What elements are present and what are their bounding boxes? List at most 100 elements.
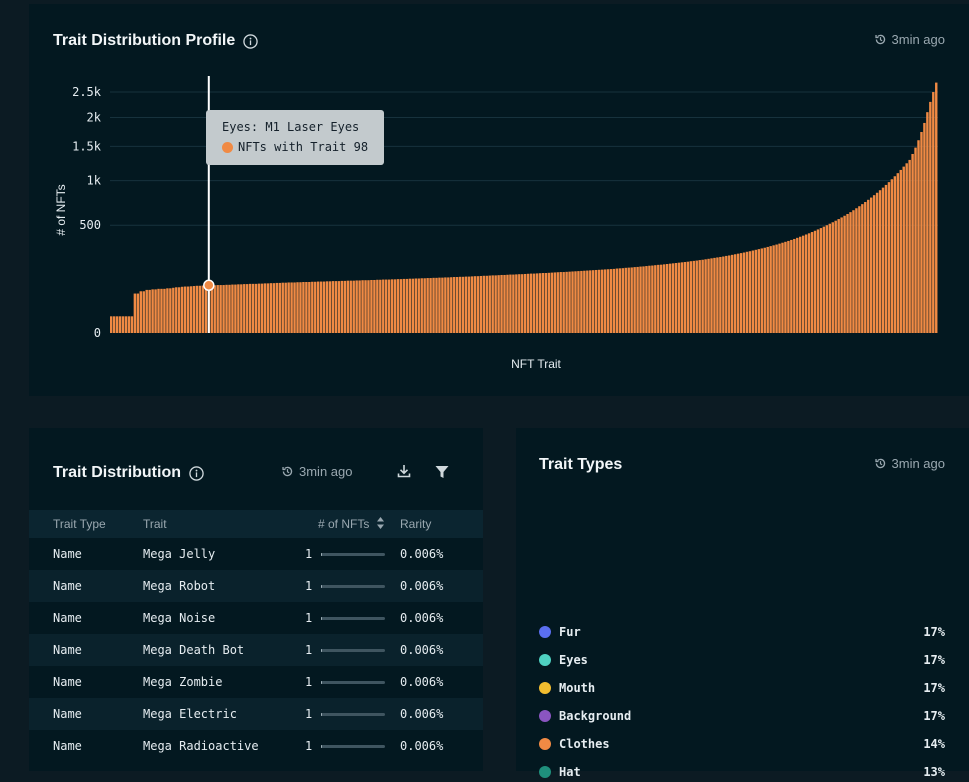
trait-bar[interactable]	[748, 251, 752, 333]
trait-bar[interactable]	[713, 257, 716, 333]
trait-bar[interactable]	[485, 275, 488, 333]
trait-bar[interactable]	[831, 222, 834, 333]
trait-bar[interactable]	[630, 267, 633, 333]
trait-bar[interactable]	[112, 316, 116, 333]
trait-bar[interactable]	[110, 316, 113, 333]
trait-bar[interactable]	[387, 279, 391, 333]
trait-bar[interactable]	[494, 275, 497, 333]
trait-bar[interactable]	[642, 266, 645, 333]
trait-bar[interactable]	[293, 282, 296, 333]
trait-bar[interactable]	[367, 280, 370, 333]
trait-bar[interactable]	[175, 287, 178, 333]
trait-bar[interactable]	[447, 277, 450, 333]
trait-bar[interactable]	[411, 278, 415, 333]
trait-bar[interactable]	[899, 169, 902, 333]
trait-bar[interactable]	[195, 285, 199, 333]
trait-bar[interactable]	[423, 278, 426, 333]
trait-bar[interactable]	[503, 274, 506, 333]
trait-bar[interactable]	[837, 219, 840, 333]
trait-bar[interactable]	[562, 272, 565, 333]
trait-bar[interactable]	[148, 289, 151, 333]
trait-bar[interactable]	[547, 272, 551, 333]
trait-bar[interactable]	[355, 280, 358, 333]
trait-bar[interactable]	[461, 276, 465, 333]
trait-bar[interactable]	[636, 266, 639, 333]
trait-bar[interactable]	[929, 101, 932, 333]
trait-bar[interactable]	[278, 282, 281, 333]
column-trait-type[interactable]: Trait Type	[53, 517, 106, 531]
trait-profile-chart[interactable]: 0 500 1k 1.5k 2k 2.5k NFT Trait # of NFTs	[29, 4, 969, 396]
trait-bar[interactable]	[875, 192, 879, 333]
trait-bar[interactable]	[183, 286, 187, 333]
trait-bar[interactable]	[896, 173, 900, 333]
trait-bar[interactable]	[438, 277, 441, 333]
trait-bar[interactable]	[861, 204, 864, 333]
trait-bar[interactable]	[139, 291, 142, 333]
trait-bar[interactable]	[136, 293, 140, 333]
trait-bar[interactable]	[701, 259, 704, 333]
trait-bar[interactable]	[594, 269, 598, 333]
trait-bar[interactable]	[275, 282, 279, 333]
trait-bar[interactable]	[518, 274, 521, 333]
trait-bar[interactable]	[254, 283, 258, 333]
trait-bar[interactable]	[237, 284, 240, 333]
trait-bar[interactable]	[881, 187, 885, 333]
column-nft-count[interactable]: # of NFTs	[318, 517, 370, 531]
trait-bar[interactable]	[538, 273, 542, 333]
trait-bar[interactable]	[763, 247, 766, 333]
trait-bar[interactable]	[464, 276, 468, 333]
trait-bar[interactable]	[213, 285, 216, 333]
trait-bar[interactable]	[686, 261, 690, 333]
trait-bar[interactable]	[479, 275, 483, 333]
trait-bar[interactable]	[760, 248, 763, 333]
trait-bar[interactable]	[186, 286, 190, 333]
trait-bar[interactable]	[742, 252, 746, 333]
trait-bar[interactable]	[852, 210, 855, 333]
trait-bar[interactable]	[521, 274, 524, 333]
trait-bar[interactable]	[172, 287, 175, 333]
trait-bar[interactable]	[932, 92, 935, 333]
trait-bar[interactable]	[751, 250, 755, 333]
trait-bar[interactable]	[160, 288, 163, 333]
trait-bar[interactable]	[695, 260, 698, 333]
trait-bar[interactable]	[361, 280, 364, 333]
trait-bar[interactable]	[420, 278, 423, 333]
trait-bar[interactable]	[822, 226, 826, 333]
trait-bar[interactable]	[553, 272, 556, 333]
table-row[interactable]: Name Mega Robot 1 0.006%	[29, 570, 483, 602]
trait-bar[interactable]	[680, 262, 684, 333]
trait-bar[interactable]	[911, 153, 914, 333]
trait-bar[interactable]	[674, 263, 678, 333]
trait-bar[interactable]	[716, 257, 719, 333]
trait-bar[interactable]	[739, 253, 743, 333]
trait-bar[interactable]	[405, 278, 409, 333]
trait-bar[interactable]	[470, 276, 474, 333]
trait-bar[interactable]	[872, 195, 876, 333]
trait-bar[interactable]	[807, 233, 811, 333]
filter-icon[interactable]	[434, 464, 450, 480]
trait-bar[interactable]	[246, 284, 249, 333]
trait-bar[interactable]	[515, 274, 518, 333]
table-row[interactable]: Name Mega Jelly 1 0.006%	[29, 538, 483, 570]
trait-bar[interactable]	[574, 271, 577, 333]
trait-bar[interactable]	[577, 271, 580, 333]
trait-bar[interactable]	[240, 284, 243, 333]
trait-bar[interactable]	[127, 316, 131, 333]
trait-bar[interactable]	[266, 283, 270, 333]
trait-bar[interactable]	[154, 289, 157, 333]
trait-bar[interactable]	[429, 278, 432, 333]
trait-bar[interactable]	[855, 208, 858, 333]
trait-bar[interactable]	[296, 282, 299, 333]
trait-bar[interactable]	[370, 279, 373, 333]
trait-bar[interactable]	[399, 279, 403, 333]
trait-bar[interactable]	[654, 265, 657, 333]
trait-bar[interactable]	[908, 159, 911, 333]
trait-bar[interactable]	[878, 190, 882, 333]
trait-bar[interactable]	[476, 276, 480, 333]
trait-bar[interactable]	[532, 273, 536, 333]
trait-bar[interactable]	[526, 273, 530, 333]
trait-bar[interactable]	[677, 262, 681, 333]
trait-bar[interactable]	[535, 273, 539, 333]
trait-bar[interactable]	[228, 284, 231, 333]
trait-bar[interactable]	[606, 269, 610, 333]
